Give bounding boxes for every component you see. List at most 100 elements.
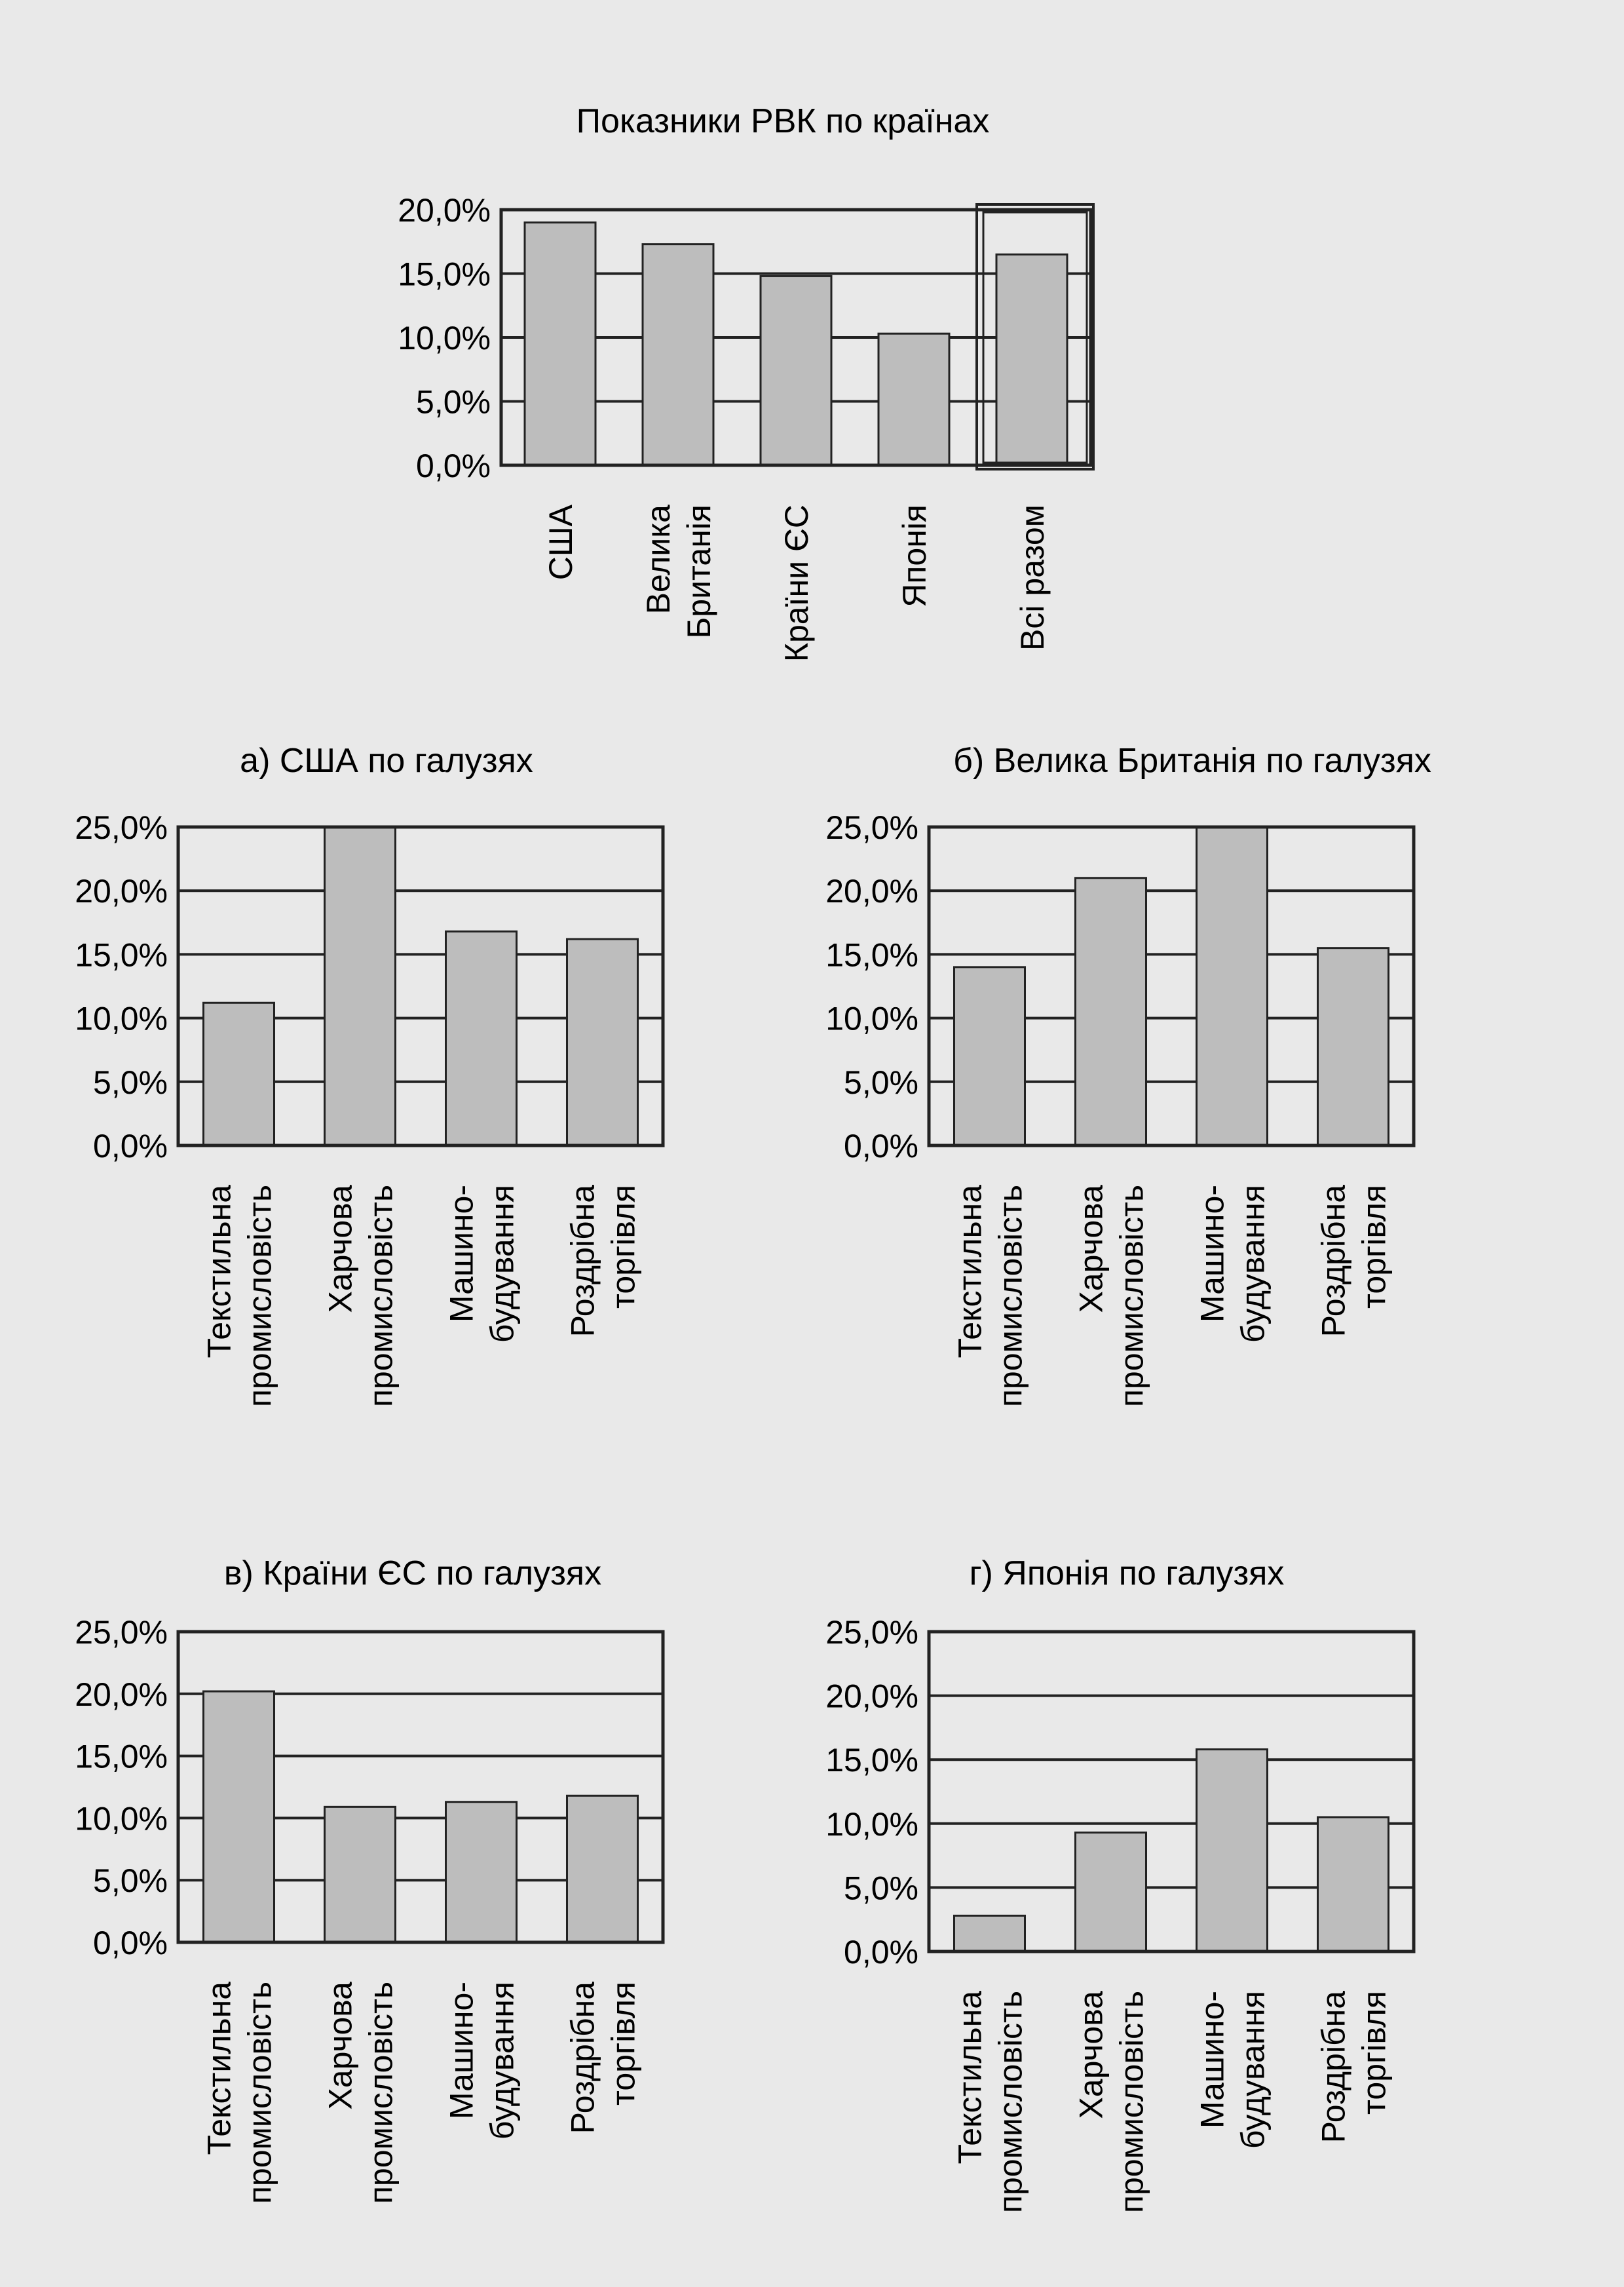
y-tick-label: 15,0%	[825, 1742, 918, 1778]
chart-title: Показники РВК по країнах	[576, 102, 990, 140]
category-label-line: будування	[484, 1185, 521, 1343]
y-tick-label: 5,0%	[844, 1870, 918, 1906]
plot-frame	[499, 208, 1093, 467]
category-label-line: будування	[1235, 1185, 1272, 1343]
bar	[202, 1001, 275, 1147]
y-tick-label: 20,0%	[398, 192, 491, 229]
category-label-line: Велика	[640, 505, 677, 615]
category-label-line: Текстильна	[201, 1982, 238, 2155]
category-label-line: Харчова	[1073, 1991, 1110, 2119]
category-label-line: Харчова	[322, 1185, 359, 1313]
bar	[445, 930, 518, 1147]
chart-5: г) Японія по галузях 0,0% 5,0% 10,0% 15,0% 20…	[825, 1554, 1416, 2213]
bar	[1317, 947, 1389, 1147]
y-tick-label: 10,0%	[75, 1001, 168, 1037]
category-label-line: промисловість	[1114, 1185, 1150, 1407]
chart-2: а) США по галузях 0,0% 5,0% 10,0% 15,0% 20,0%…	[75, 742, 665, 1407]
y-tick-label: 15,0%	[75, 1739, 168, 1775]
plot-frame	[176, 825, 665, 1147]
bar	[1074, 877, 1147, 1147]
bar	[566, 938, 639, 1147]
chart-title: в) Країни ЄС по галузях	[224, 1554, 601, 1592]
y-tick-label: 25,0%	[825, 1614, 918, 1651]
category-label: Всі разом	[1014, 505, 1051, 651]
y-tick-label: 0,0%	[93, 1925, 168, 1961]
category-label-line: Роздрібна	[565, 1982, 601, 2134]
y-tick-label: 20,0%	[825, 1678, 918, 1715]
category-label-line: торгівля	[605, 1185, 642, 1309]
chart-title: г) Японія по галузях	[970, 1554, 1285, 1592]
category-label-line: Харчова	[1073, 1185, 1110, 1313]
y-tick-label: 20,0%	[75, 1676, 168, 1713]
category-label-line: промисловість	[363, 1982, 400, 2204]
category-label-line: Роздрібна	[1315, 1991, 1352, 2143]
bar	[566, 1794, 639, 1944]
category-label-line: Текстильна	[952, 1185, 989, 1358]
y-tick-label: 25,0%	[75, 1614, 168, 1651]
y-tick-label: 10,0%	[75, 1800, 168, 1837]
category-label-line: промисловість	[242, 1185, 278, 1407]
y-tick-label: 0,0%	[844, 1128, 918, 1164]
bar	[1196, 826, 1268, 1147]
category-label: Харчова промисловість	[1073, 1991, 1150, 2213]
category-label-line: Харчова	[322, 1982, 359, 2110]
category-label-line: промисловість	[1114, 1991, 1150, 2213]
category-label: Текстильна промисловість	[201, 1185, 278, 1407]
category-label-line: промисловість	[363, 1185, 400, 1407]
chart-4: в) Країни ЄС по галузях 0,0% 5,0% 10,0% 15,0…	[75, 1554, 665, 2204]
category-label-line: Машино-	[444, 1982, 480, 2119]
y-tick-label: 5,0%	[93, 1862, 168, 1899]
category-label-line: торгівля	[605, 1982, 642, 2105]
category-label-line: промисловість	[992, 1991, 1029, 2213]
category-label-line: США	[542, 504, 579, 580]
category-label: Роздрібна торгівля	[1315, 1991, 1393, 2143]
category-label: Роздрібна торгівля	[565, 1185, 642, 1337]
category-label: Роздрібна торгівля	[1315, 1185, 1393, 1337]
category-label-line: промисловість	[242, 1982, 278, 2204]
category-label: Текстильна промисловість	[952, 1991, 1029, 2213]
category-label: Машино-будування	[444, 1185, 521, 1343]
category-label: Велика Британія	[640, 505, 717, 639]
category-label: Машино-будування	[1194, 1991, 1272, 2149]
category-label: США	[542, 504, 579, 580]
y-tick-label: 20,0%	[825, 873, 918, 910]
category-label: Текстильна промисловість	[952, 1185, 1029, 1407]
y-tick-label: 25,0%	[825, 809, 918, 846]
y-tick-label: 0,0%	[844, 1934, 918, 1970]
plot-frame	[927, 1630, 1416, 1953]
category-label-line: Машино-	[1194, 1185, 1231, 1322]
category-label-line: Машино-	[444, 1185, 480, 1322]
category-label-line: Британія	[681, 505, 717, 639]
bar	[324, 1805, 396, 1944]
chart-1: Показники РВК по країнах 0,0% 5,0% 10,0% 15,…	[398, 102, 1095, 662]
category-label-line: Текстильна	[952, 1991, 989, 2164]
category-label-line: промисловість	[992, 1185, 1029, 1407]
category-label: Харчова промисловість	[1073, 1185, 1150, 1407]
y-tick-label: 10,0%	[825, 1001, 918, 1037]
category-label-line: Роздрібна	[565, 1185, 601, 1337]
y-tick-label: 10,0%	[825, 1806, 918, 1843]
category-label: Харчова промисловість	[322, 1185, 400, 1407]
y-tick-label: 5,0%	[416, 384, 491, 421]
category-label: Країни ЄС	[778, 505, 815, 662]
category-label-line: будування	[484, 1982, 521, 2140]
y-tick-label: 0,0%	[416, 448, 491, 484]
y-tick-label: 5,0%	[844, 1064, 918, 1101]
category-label: Текстильна промисловість	[201, 1982, 278, 2204]
plot-frame	[927, 825, 1416, 1147]
bar	[759, 275, 833, 467]
bar	[877, 332, 951, 467]
bar	[641, 243, 715, 467]
chart-title: б) Велика Британія по галузях	[953, 742, 1431, 780]
category-label: Машино-будування	[444, 1982, 521, 2140]
highlight-box	[975, 203, 1095, 471]
category-label: Японія	[896, 505, 933, 607]
bar	[1317, 1816, 1389, 1953]
bar	[953, 966, 1026, 1147]
category-label-line: Японія	[896, 505, 933, 607]
bar	[1196, 1748, 1268, 1953]
plot-frame	[176, 1630, 665, 1944]
category-label-line: торгівля	[1356, 1185, 1393, 1309]
